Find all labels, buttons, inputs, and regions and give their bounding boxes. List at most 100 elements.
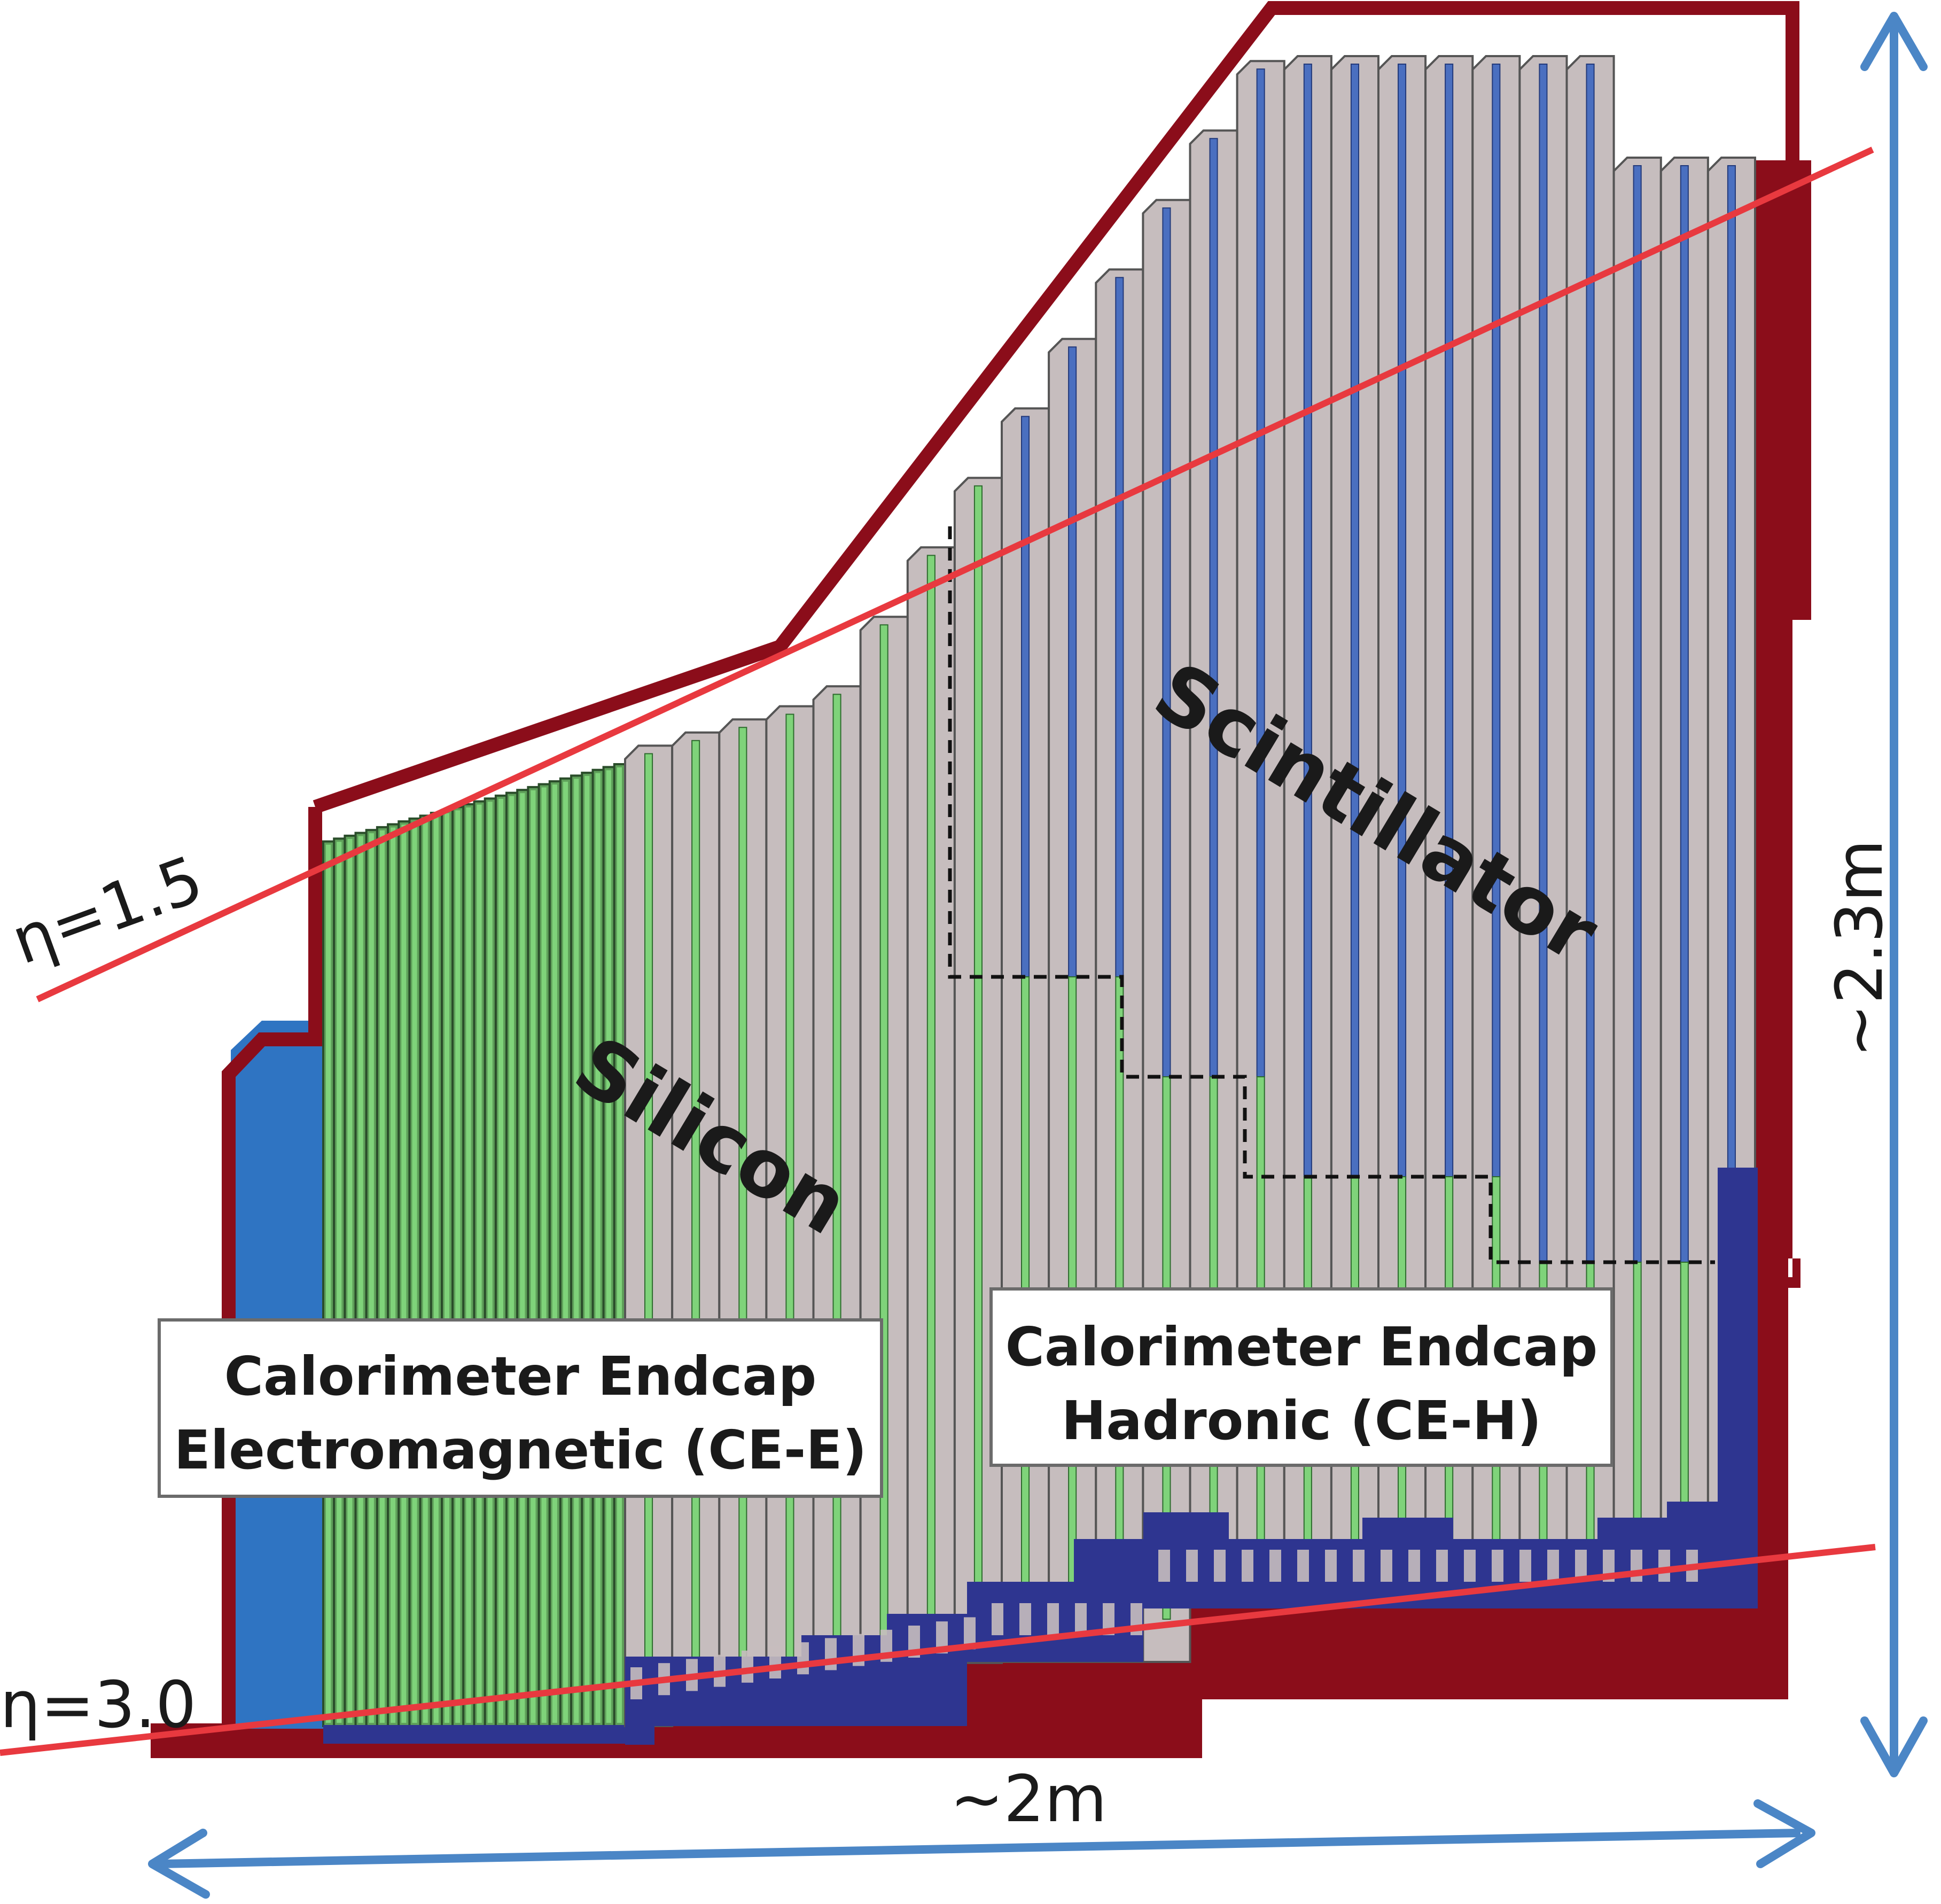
- electronics-block: [625, 1168, 1758, 1745]
- ce-e-silicon-strip: [337, 842, 342, 1723]
- ce-h-scintillator-strip: [1398, 64, 1407, 1177]
- electronics-notch: [825, 1638, 837, 1670]
- silicon-scintillator-boundary: [948, 526, 1715, 1264]
- electronics-notch: [742, 1650, 753, 1683]
- right-support-lower: [1753, 620, 1788, 1699]
- ce-h-scintillator-strip: [1586, 64, 1595, 1263]
- ce-e-silicon-strip: [358, 836, 363, 1723]
- ce-e-silicon-strip: [541, 787, 547, 1723]
- ce-e-silicon-strip: [595, 773, 601, 1723]
- height-arrow-top-head: [1860, 12, 1928, 71]
- ce-e-silicon-strip: [606, 770, 611, 1723]
- ce-h-scintillator-strip: [1633, 165, 1642, 1263]
- ce-e-silicon-strip: [391, 827, 396, 1723]
- electronics-notch: [1492, 1550, 1503, 1582]
- ce-h-scintillator-strip: [1680, 165, 1689, 1263]
- electronics-notch: [1547, 1550, 1559, 1582]
- electronics-notch: [1214, 1550, 1226, 1582]
- support-frame: [151, 160, 1811, 1758]
- ce-h-label-box: Calorimeter Endcap Hadronic (CE-H): [989, 1287, 1613, 1467]
- height-arrow-bottom-head: [1860, 1716, 1928, 1777]
- electronics-notch: [1575, 1550, 1587, 1582]
- ce-e-silicon-strip: [433, 816, 439, 1723]
- eta-1-5-line: [36, 146, 1874, 1002]
- eta-1-5-label: η=1.5: [2, 842, 212, 979]
- ce-h-silicon-strip: [1680, 1262, 1689, 1541]
- ce-h-scintillator-strip: [1350, 64, 1359, 1177]
- ce-h-silicon-strip: [1633, 1262, 1642, 1543]
- electronics-notch: [1075, 1603, 1087, 1635]
- width-label: ~2m: [950, 1762, 1107, 1837]
- ce-e-label-line2: Electromagnetic (CE-E): [174, 1419, 867, 1481]
- ce-h-scintillator-strip: [1021, 416, 1030, 977]
- ce-e-label-line1: Calorimeter Endcap: [224, 1345, 817, 1408]
- ce-h-silicon-strip: [973, 485, 983, 1621]
- electronics-notch: [1631, 1550, 1642, 1582]
- ce-h-scintillator-strip: [1445, 64, 1454, 1177]
- eta-3-0-label: η=3.0: [0, 1668, 196, 1743]
- electronics-notch: [1464, 1550, 1476, 1582]
- ce-e-silicon-strip: [412, 821, 417, 1723]
- ce-h-scintillator-strip: [1162, 207, 1171, 1078]
- ce-h-silicon-strip: [926, 555, 936, 1631]
- ce-e-silicon-strip: [487, 802, 493, 1723]
- electronics-notch: [1519, 1550, 1531, 1582]
- ce-e-silicon-strip: [445, 813, 450, 1723]
- ce-e-silicon-strip: [531, 790, 536, 1723]
- width-dimension: ~2m: [148, 1762, 1815, 1899]
- ce-e-silicon-strip: [423, 819, 428, 1723]
- electronics-notch: [1019, 1603, 1031, 1635]
- electronics-notch: [1353, 1550, 1365, 1582]
- ce-e-section: [322, 763, 654, 1744]
- width-arrow-right-head: [1753, 1799, 1815, 1868]
- ce-e-silicon-strip: [617, 767, 622, 1723]
- width-arrow-left-head: [148, 1829, 210, 1899]
- ce-h-scintillator-strip: [1539, 64, 1548, 1263]
- electronics-notch: [1658, 1550, 1670, 1582]
- electronics-notch: [1242, 1550, 1253, 1582]
- electronics-notch: [1103, 1603, 1114, 1635]
- electronics-notch: [1158, 1550, 1170, 1582]
- ce-e-silicon-strip: [552, 784, 557, 1723]
- electronics-staircase: [625, 1168, 1758, 1745]
- ce-h-label-line1: Calorimeter Endcap: [1005, 1316, 1598, 1378]
- ce-e-silicon-strip: [574, 779, 579, 1723]
- ce-h-scintillator-strip: [1115, 277, 1124, 977]
- electronics-notch: [1047, 1603, 1059, 1635]
- right-support-bar: [1753, 160, 1811, 620]
- ce-e-silicon-strip: [498, 798, 503, 1723]
- electronics-notch: [1325, 1550, 1337, 1582]
- ce-h-silicon-strip: [691, 740, 700, 1683]
- ce-e-silicon-strip: [584, 776, 590, 1723]
- electronics-notch: [769, 1646, 781, 1678]
- ce-e-silicon-strip: [401, 825, 407, 1723]
- ce-h-scintillator-strip: [1303, 64, 1312, 1177]
- ce-h-scintillator-strip: [1727, 165, 1736, 1263]
- electronics-notch: [964, 1617, 976, 1650]
- electronics-notch: [1381, 1550, 1392, 1582]
- electronics-notch: [1269, 1550, 1281, 1582]
- electronics-notch: [1297, 1550, 1309, 1582]
- ce-e-silicon-strip: [347, 838, 353, 1723]
- ce-e-silicon-strip: [563, 781, 568, 1723]
- eta-3-0-line: [0, 1544, 1876, 1756]
- ce-e-silicon-strip: [455, 810, 461, 1723]
- ce-e-silicon-strip: [466, 807, 471, 1723]
- ce-e-silicon-strip: [509, 796, 515, 1723]
- outer-envelope: [313, 1, 1799, 814]
- ce-h-scintillator-strip: [1492, 64, 1501, 1177]
- electronics-notch: [1408, 1550, 1420, 1582]
- electronics-notch: [936, 1621, 948, 1654]
- ce-e-silicon-strip: [477, 804, 482, 1723]
- ce-e-silicon-strip: [369, 833, 374, 1723]
- ce-e-silicon-strip: [520, 793, 525, 1723]
- width-arrow-line: [160, 1829, 1801, 1868]
- ce-h-label-line2: Hadronic (CE-H): [1062, 1389, 1542, 1452]
- ce-e-silicon-strip: [379, 830, 385, 1723]
- height-label: ~2.3m: [1823, 840, 1897, 1058]
- ce-h-scintillator-strip: [1256, 68, 1265, 1078]
- ce-h-scintillator-strip: [1209, 138, 1218, 1078]
- electronics-notch: [992, 1603, 1003, 1635]
